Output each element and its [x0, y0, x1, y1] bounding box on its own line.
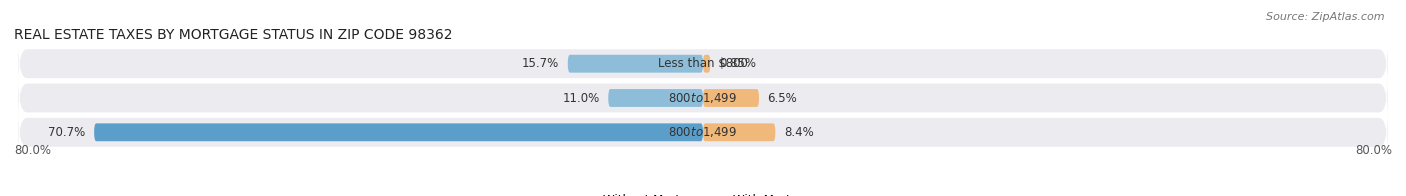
FancyBboxPatch shape — [703, 55, 710, 73]
Text: REAL ESTATE TAXES BY MORTGAGE STATUS IN ZIP CODE 98362: REAL ESTATE TAXES BY MORTGAGE STATUS IN … — [14, 28, 453, 43]
Text: 8.4%: 8.4% — [785, 126, 814, 139]
FancyBboxPatch shape — [18, 78, 1388, 118]
Text: $800 to $1,499: $800 to $1,499 — [668, 125, 738, 139]
Text: 0.85%: 0.85% — [718, 57, 756, 70]
Text: Less than $800: Less than $800 — [658, 57, 748, 70]
Text: 70.7%: 70.7% — [48, 126, 86, 139]
FancyBboxPatch shape — [703, 89, 759, 107]
FancyBboxPatch shape — [18, 113, 1388, 152]
Legend: Without Mortgage, With Mortgage: Without Mortgage, With Mortgage — [586, 194, 820, 196]
FancyBboxPatch shape — [568, 55, 703, 73]
FancyBboxPatch shape — [18, 44, 1388, 84]
Text: $800 to $1,499: $800 to $1,499 — [668, 91, 738, 105]
Text: 6.5%: 6.5% — [768, 92, 797, 104]
FancyBboxPatch shape — [609, 89, 703, 107]
FancyBboxPatch shape — [703, 123, 775, 141]
Text: 11.0%: 11.0% — [562, 92, 599, 104]
Text: 15.7%: 15.7% — [522, 57, 560, 70]
Text: 80.0%: 80.0% — [1355, 144, 1392, 157]
FancyBboxPatch shape — [94, 123, 703, 141]
Text: 80.0%: 80.0% — [14, 144, 51, 157]
Text: Source: ZipAtlas.com: Source: ZipAtlas.com — [1267, 12, 1385, 22]
